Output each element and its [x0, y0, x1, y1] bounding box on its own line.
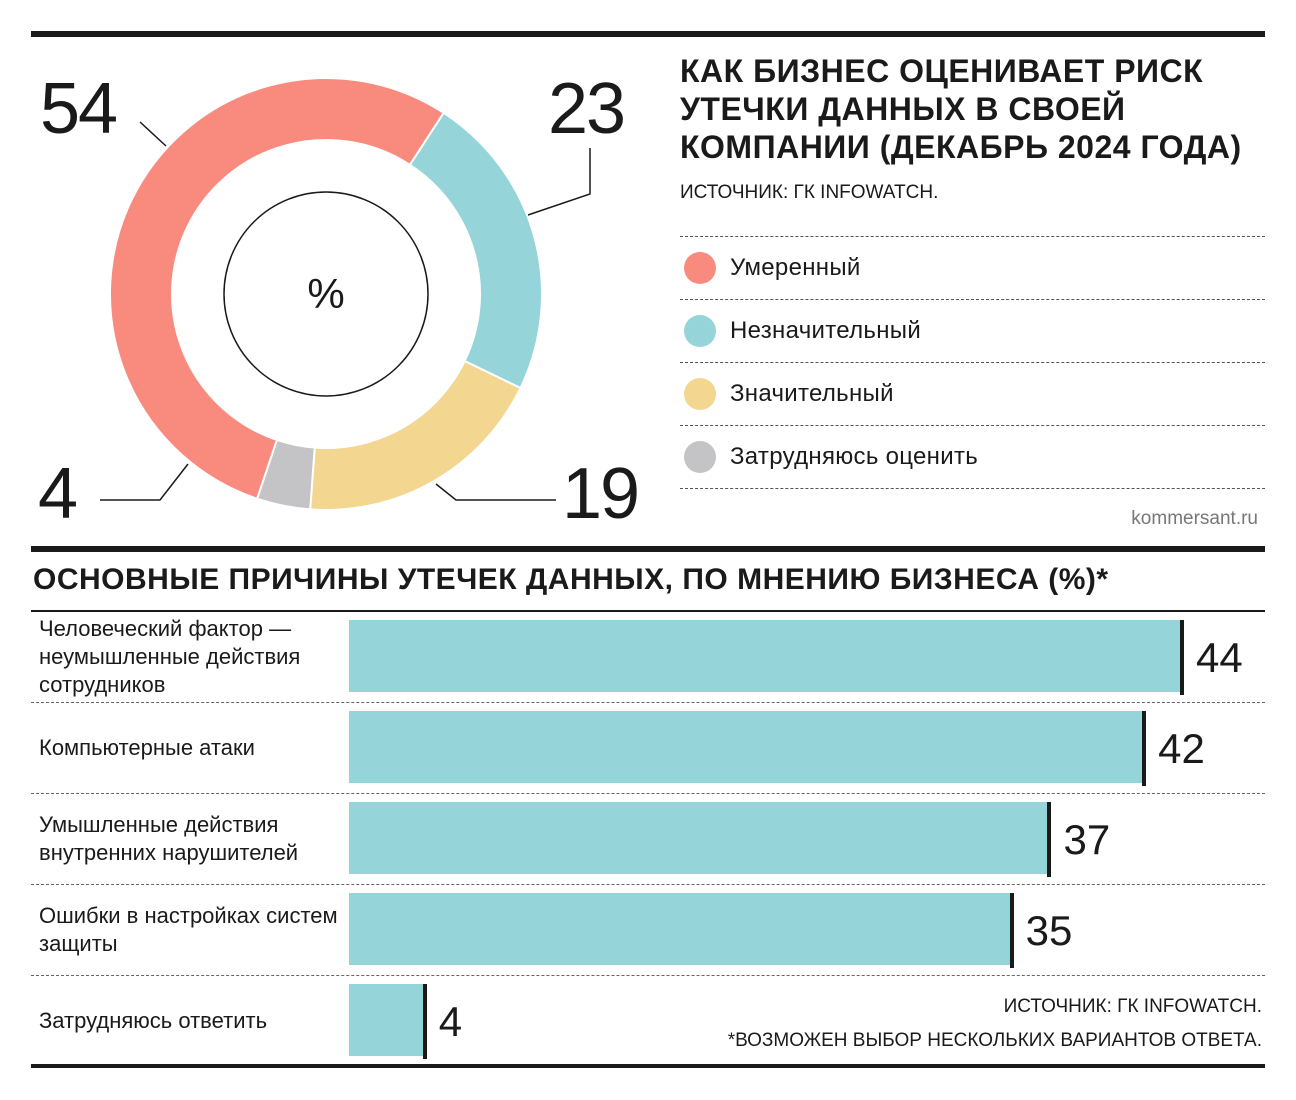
bar-value: 42 [1158, 725, 1205, 772]
legend-swatch-unsure [684, 441, 716, 473]
bar-value: 4 [438, 998, 463, 1045]
bar-row: Затрудняюсь ответить 4 [31, 976, 1265, 1066]
bar-value: 44 [1196, 634, 1243, 681]
donut-value-moderate: 54 [40, 69, 116, 149]
bar-chart: Человеческий фактор — неумышленные дейст… [31, 612, 1265, 1066]
bar-label: Затрудняюсь ответить [39, 1008, 268, 1033]
donut-source: ИСТОЧНИК: ГК INFOWATCH. [680, 182, 939, 203]
donut-value-minor: 23 [548, 69, 624, 149]
leader-line-minor [527, 148, 591, 216]
legend: Умеренный Незначительный Значительный За… [680, 236, 1265, 489]
donut-segment-moderate [109, 77, 446, 500]
section-rule [31, 546, 1265, 552]
bars-source-block: ИСТОЧНИК: ГК INFOWATCH. *ВОЗМОЖЕН ВЫБОР … [728, 990, 1262, 1058]
legend-item-moderate: Умеренный [680, 236, 1265, 299]
legend-item-minor: Незначительный [680, 299, 1265, 362]
bar-end-tick [1047, 802, 1052, 877]
donut-chart: % 54 23 19 4 [38, 69, 640, 534]
bar-value: 35 [1025, 907, 1073, 954]
bar-row: Человеческий фактор — неумышленные дейст… [31, 612, 1265, 703]
legend-item-unsure: Затрудняюсь оценить [680, 425, 1265, 489]
bar-label: Умышленные действия внутренних нарушител… [39, 812, 299, 865]
bar-end-tick [1009, 893, 1014, 968]
donut-inner-circle [223, 191, 429, 397]
site-credit: kommersant.ru [1131, 508, 1258, 529]
bars-source: ИСТОЧНИК: ГК INFOWATCH. [1003, 996, 1262, 1017]
legend-swatch-minor [684, 315, 716, 347]
bar-row: Умышленные действия внутренних нарушител… [31, 794, 1265, 885]
bar [349, 893, 1012, 965]
bars-title: ОСНОВНЫЕ ПРИЧИНЫ УТЕЧЕК ДАННЫХ, ПО МНЕНИ… [33, 563, 1109, 596]
bar-end-tick [1180, 620, 1184, 695]
bottom-rule [31, 1064, 1265, 1068]
donut-title: КАК БИЗНЕС ОЦЕНИВАЕТ РИСК УТЕЧКИ ДАННЫХ … [680, 53, 1242, 165]
bars-title-rule [31, 610, 1265, 612]
bar [349, 620, 1182, 692]
top-rule [31, 31, 1265, 37]
bar [349, 802, 1050, 874]
bar-end-tick [1142, 711, 1147, 786]
donut-value-unsure: 4 [38, 454, 76, 534]
bar [349, 984, 425, 1056]
legend-label: Значительный [730, 380, 894, 407]
bar-label: Человеческий фактор — неумышленные дейст… [39, 616, 301, 697]
bar-label: Ошибки в настройках систем защиты [39, 903, 338, 956]
leader-line-moderate [139, 121, 167, 147]
bar-end-tick [422, 984, 427, 1059]
bar-value: 37 [1063, 816, 1111, 863]
donut-center-label: % [307, 270, 344, 317]
legend-swatch-moderate [684, 252, 716, 284]
leader-line-unsure [100, 463, 189, 501]
leader-line-significant [435, 483, 556, 501]
legend-item-significant: Значительный [680, 362, 1265, 425]
donut-segment-significant [309, 359, 522, 511]
bar-label: Компьютерные атаки [39, 735, 255, 760]
bars-footnote: *ВОЗМОЖЕН ВЫБОР НЕСКОЛЬКИХ ВАРИАНТОВ ОТВ… [727, 1030, 1262, 1051]
legend-label: Умеренный [730, 254, 861, 281]
bar [349, 711, 1145, 783]
legend-label: Затрудняюсь оценить [730, 443, 979, 470]
donut-value-significant: 19 [562, 454, 638, 534]
legend-label: Незначительный [730, 317, 922, 344]
bar-row: Компьютерные атаки 42 [31, 703, 1265, 794]
legend-swatch-significant [684, 378, 716, 410]
donut-segment-minor [408, 111, 543, 390]
bar-row: Ошибки в настройках систем защиты 35 [31, 885, 1265, 976]
